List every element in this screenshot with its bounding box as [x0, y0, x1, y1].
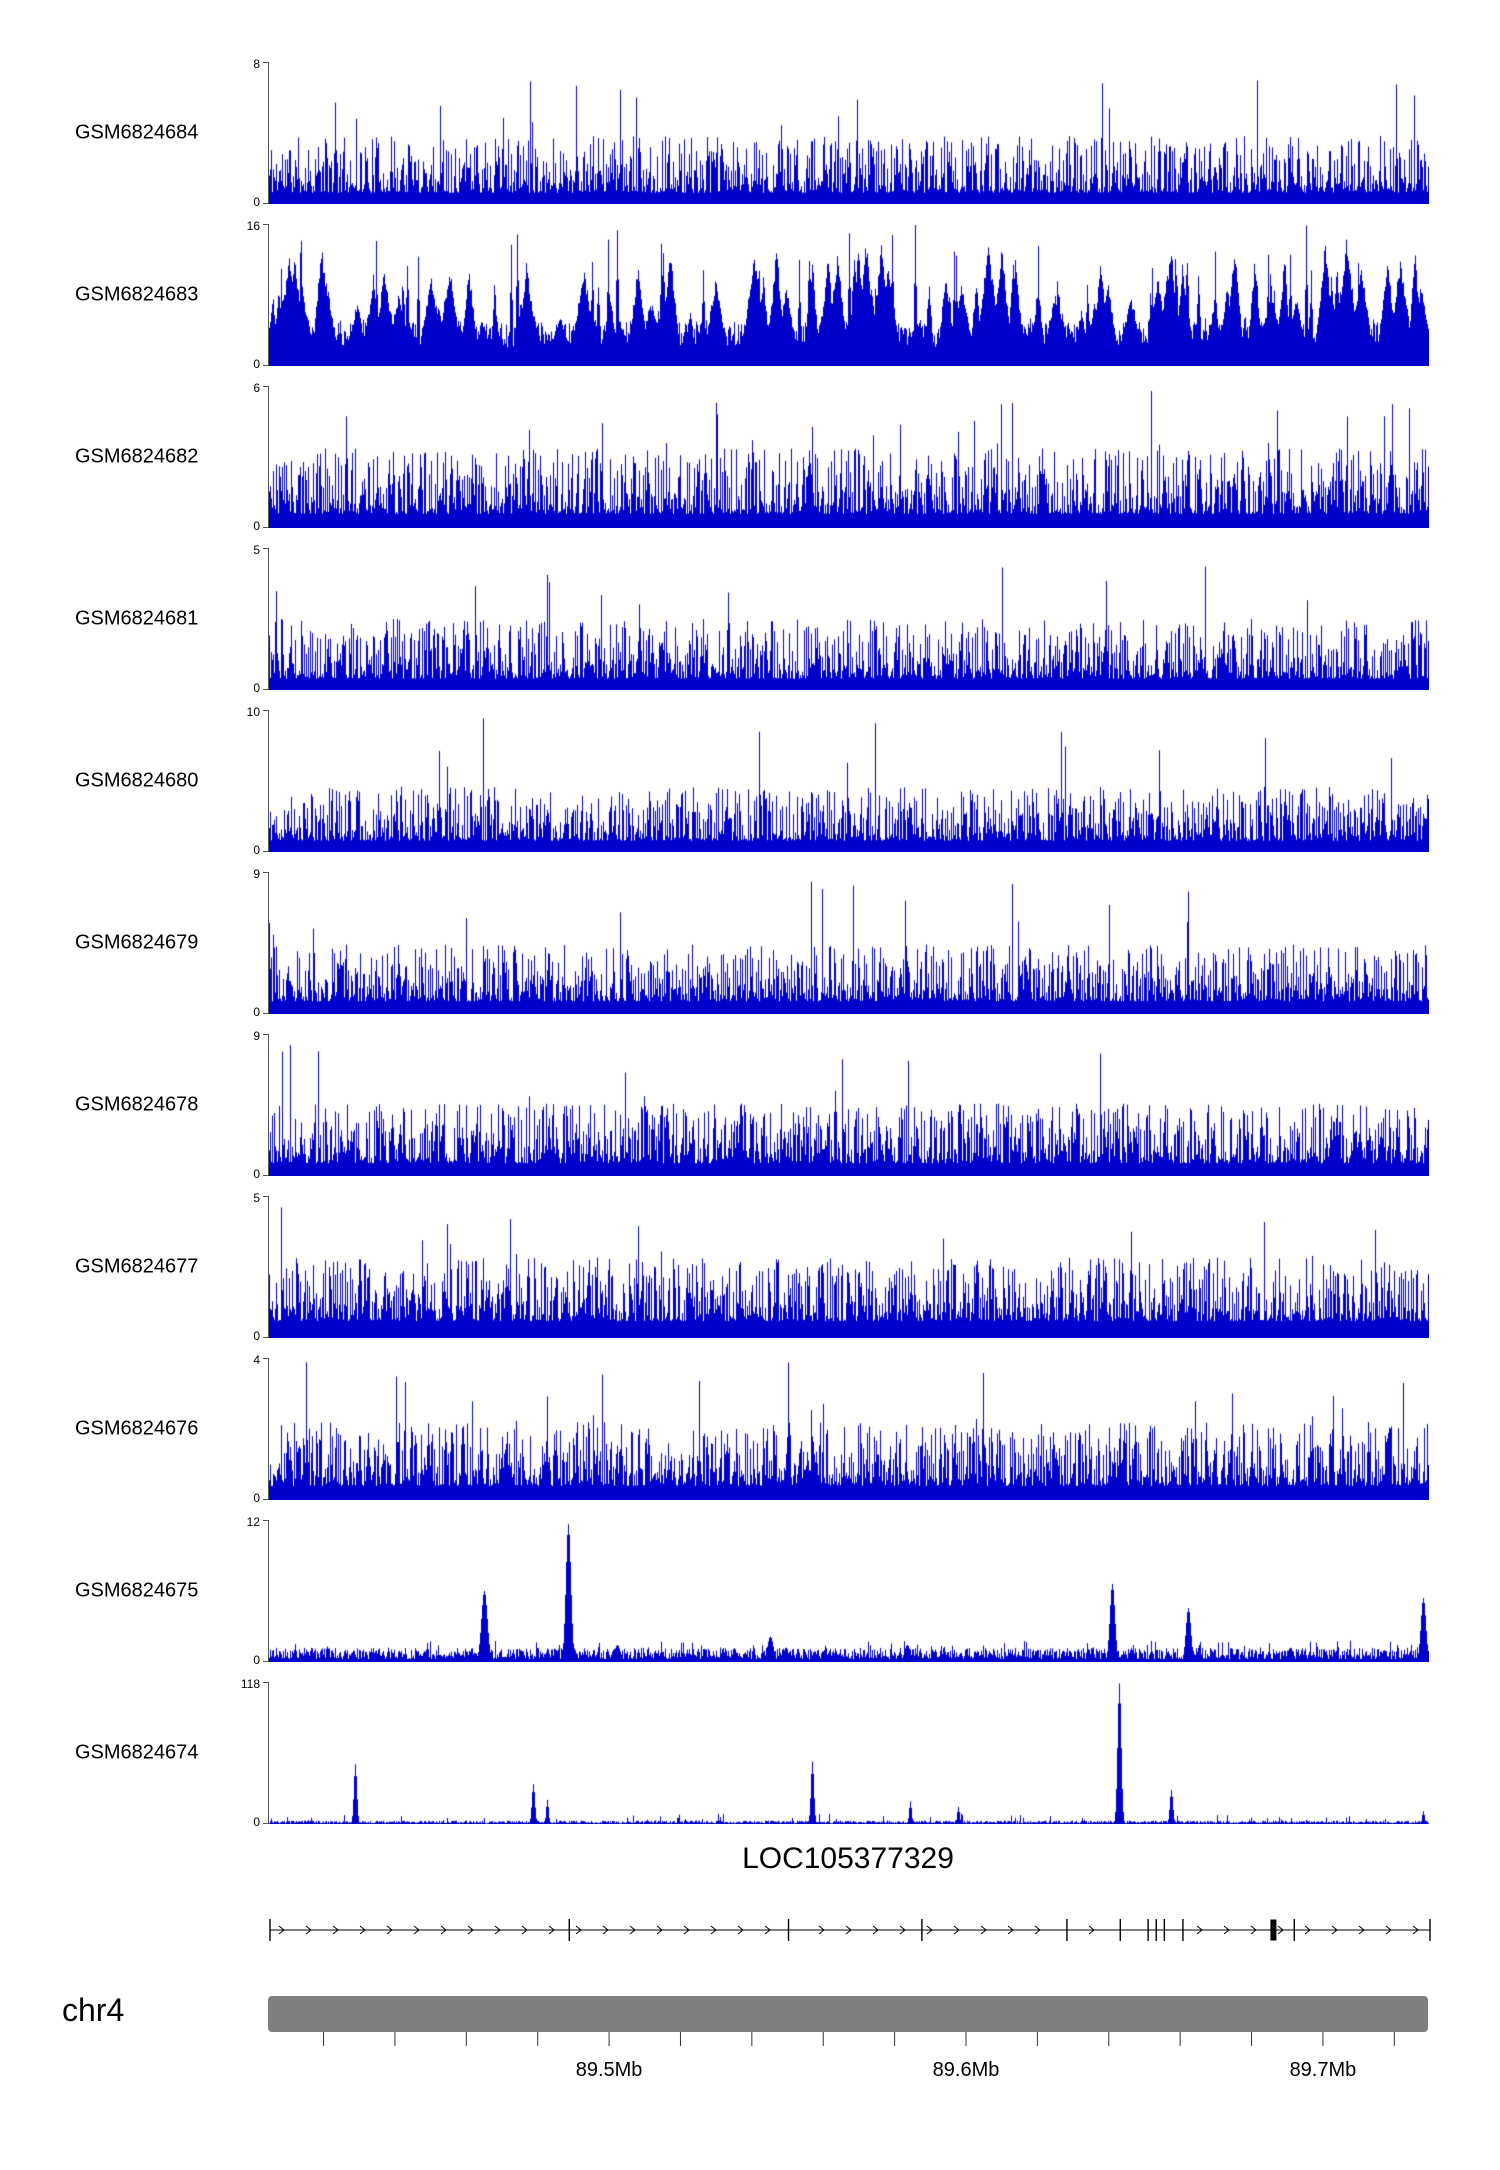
y-axis-tick-mark — [263, 548, 268, 549]
track-label: GSM6824681 — [75, 607, 199, 630]
coverage-plot — [268, 872, 1429, 1014]
y-axis-tick-mark — [263, 1499, 268, 1500]
y-axis-tick-mark — [263, 1175, 268, 1176]
y-axis-min-label: 0 — [253, 1329, 260, 1343]
coverage-plot — [268, 224, 1429, 366]
track-label: GSM6824680 — [75, 769, 199, 792]
coverage-canvas — [269, 548, 1429, 690]
coverage-plot — [268, 1520, 1429, 1662]
y-axis-tick-mark — [263, 1520, 268, 1521]
coverage-plot — [268, 710, 1429, 852]
track-label: GSM6824679 — [75, 931, 199, 954]
coverage-plot — [268, 62, 1429, 204]
track-row: GSM6824682 6 0 — [0, 382, 1500, 532]
y-axis-max-label: 5 — [253, 543, 260, 557]
coverage-canvas — [269, 62, 1429, 204]
axis-tick-label: 89.6Mb — [933, 2059, 1000, 2081]
track-label: GSM6824682 — [75, 445, 199, 468]
y-axis-min-label: 0 — [253, 1653, 260, 1667]
coverage-plot — [268, 1682, 1429, 1824]
y-axis-tick-mark — [263, 365, 268, 366]
track-label: GSM6824678 — [75, 1093, 199, 1116]
coverage-plot — [268, 1358, 1429, 1500]
y-axis-tick-mark — [263, 62, 268, 63]
y-axis-min-label: 0 — [253, 1005, 260, 1019]
track-row: GSM6824676 4 0 — [0, 1354, 1500, 1504]
track-label: GSM6824675 — [75, 1579, 199, 1602]
y-axis-min-label: 0 — [253, 357, 260, 371]
coverage-canvas — [269, 1358, 1429, 1500]
y-axis-max-label: 10 — [246, 705, 260, 719]
coverage-canvas — [269, 872, 1429, 1014]
y-axis-min-label: 0 — [253, 195, 260, 209]
track-label: GSM6824684 — [75, 121, 199, 144]
y-axis-tick-mark — [263, 527, 268, 528]
gene-model-track — [269, 1919, 1431, 1941]
coverage-canvas — [269, 1034, 1429, 1176]
y-axis-tick-mark — [263, 386, 268, 387]
genomic-axis: 89.5Mb 89.6Mb 89.7Mb — [323, 2032, 1395, 2081]
track-row: GSM6824684 8 0 — [0, 58, 1500, 208]
track-row: GSM6824683 16 0 — [0, 220, 1500, 370]
y-axis-tick-mark — [263, 1358, 268, 1359]
y-axis-max-label: 8 — [253, 57, 260, 71]
y-axis-max-label: 4 — [253, 1353, 260, 1367]
chromosome-label: chr4 — [62, 1992, 125, 2028]
y-axis-tick-mark — [263, 1337, 268, 1338]
y-axis-tick-mark — [263, 872, 268, 873]
y-axis-max-label: 9 — [253, 1029, 260, 1043]
coverage-plot — [268, 1034, 1429, 1176]
y-axis-tick-mark — [263, 851, 268, 852]
coverage-canvas — [269, 1682, 1429, 1824]
track-label: GSM6824674 — [75, 1741, 199, 1764]
y-axis-tick-mark — [263, 1013, 268, 1014]
y-axis-tick-mark — [263, 1682, 268, 1683]
y-axis-tick-mark — [263, 203, 268, 204]
coverage-canvas — [269, 1196, 1429, 1338]
coverage-canvas — [269, 224, 1429, 366]
track-row: GSM6824675 12 0 — [0, 1516, 1500, 1666]
coverage-plot — [268, 548, 1429, 690]
y-axis-tick-mark — [263, 1196, 268, 1197]
y-axis-tick-mark — [263, 1823, 268, 1824]
y-axis-min-label: 0 — [253, 519, 260, 533]
chromosome-ideogram — [268, 1996, 1428, 2032]
y-axis-max-label: 6 — [253, 381, 260, 395]
track-label: GSM6824677 — [75, 1255, 199, 1278]
y-axis-min-label: 0 — [253, 843, 260, 857]
track-row: GSM6824677 5 0 — [0, 1192, 1500, 1342]
y-axis-tick-mark — [263, 1034, 268, 1035]
y-axis-min-label: 0 — [253, 1167, 260, 1181]
coverage-plot — [268, 1196, 1429, 1338]
y-axis-min-label: 0 — [253, 1491, 260, 1505]
axis-tick-label: 89.5Mb — [576, 2059, 643, 2081]
y-axis-tick-mark — [263, 224, 268, 225]
track-label: GSM6824676 — [75, 1417, 199, 1440]
track-row: GSM6824678 9 0 — [0, 1030, 1500, 1180]
track-label: GSM6824683 — [75, 283, 199, 306]
track-row: GSM6824674 118 0 — [0, 1678, 1500, 1828]
y-axis-min-label: 0 — [253, 681, 260, 695]
y-axis-tick-mark — [263, 689, 268, 690]
coverage-plot — [268, 386, 1429, 528]
y-axis-max-label: 12 — [246, 1515, 260, 1529]
coverage-canvas — [269, 386, 1429, 528]
y-axis-max-label: 16 — [246, 219, 260, 233]
y-axis-tick-mark — [263, 1661, 268, 1662]
y-axis-max-label: 9 — [253, 867, 260, 881]
track-row: GSM6824681 5 0 — [0, 544, 1500, 694]
coverage-tracks: GSM6824684 8 0 GSM6824683 16 0 GSM6824682 6 0 GSM… — [0, 58, 1500, 1828]
axis-tick-label: 89.7Mb — [1290, 2059, 1357, 2081]
y-axis-max-label: 118 — [240, 1677, 260, 1691]
y-axis-tick-mark — [263, 710, 268, 711]
track-row: GSM6824680 10 0 — [0, 706, 1500, 856]
track-row: GSM6824679 9 0 — [0, 868, 1500, 1018]
coverage-canvas — [269, 710, 1429, 852]
gene-title: LOC105377329 — [742, 1842, 954, 1875]
y-axis-max-label: 5 — [253, 1191, 260, 1205]
y-axis-min-label: 0 — [253, 1815, 260, 1829]
coverage-canvas — [269, 1520, 1429, 1662]
